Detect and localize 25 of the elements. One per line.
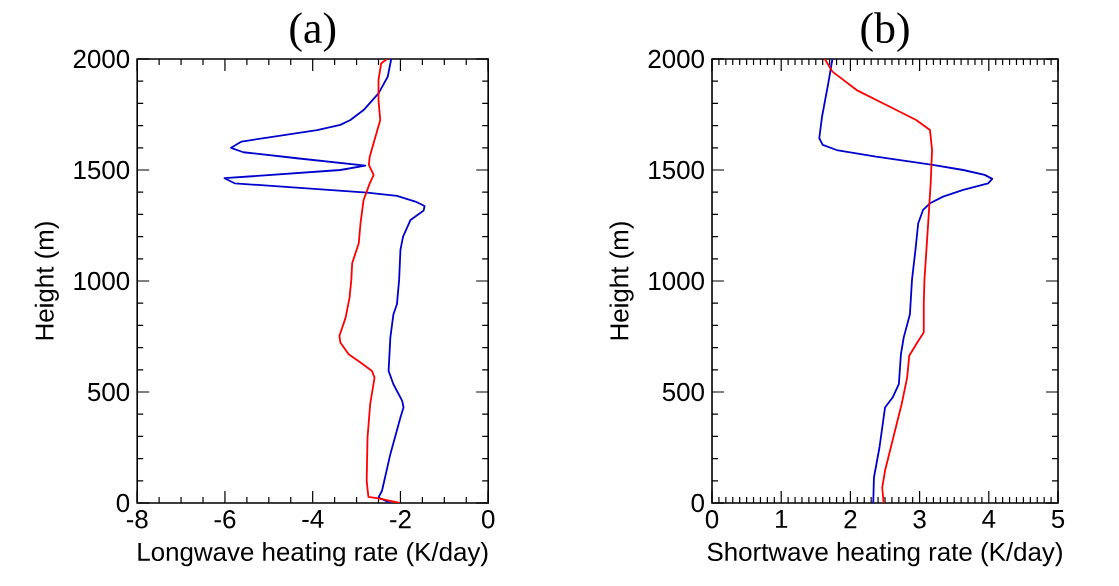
y-tick-label: 1000 xyxy=(74,271,130,291)
y-tick-label: 500 xyxy=(87,382,130,402)
y-tick-label: 1500 xyxy=(649,160,704,180)
x-tick-label: 3 xyxy=(913,510,926,529)
x-tick-label: -4 xyxy=(302,510,324,528)
y-tick-label: 0 xyxy=(691,493,704,513)
y-tick-label: 500 xyxy=(662,382,704,402)
y-axis-title: Height (m) xyxy=(609,222,634,340)
x-tick-label: 1 xyxy=(775,510,788,528)
y-tick-label: 1000 xyxy=(649,271,704,291)
x-tick-label: -2 xyxy=(390,510,411,529)
chart-title: (a) xyxy=(290,12,336,53)
x-tick-label: 5 xyxy=(1051,510,1065,529)
x-tick-label: -6 xyxy=(214,510,236,529)
y-tick-label: 2000 xyxy=(73,49,130,69)
x-axis-title: Longwave heating rate (K/day) xyxy=(138,542,488,567)
y-tick-label: 2000 xyxy=(648,49,704,69)
x-tick-label: 0 xyxy=(481,510,495,529)
x-tick-label: 4 xyxy=(982,510,996,528)
y-tick-label: 1500 xyxy=(74,160,130,180)
chart-title: (b) xyxy=(861,12,909,53)
x-tick-label: 0 xyxy=(705,510,719,529)
x-axis-title: Shortwave heating rate (K/day) xyxy=(707,542,1062,567)
y-axis-title: Height (m) xyxy=(34,222,59,340)
x-tick-label: 2 xyxy=(844,510,857,529)
